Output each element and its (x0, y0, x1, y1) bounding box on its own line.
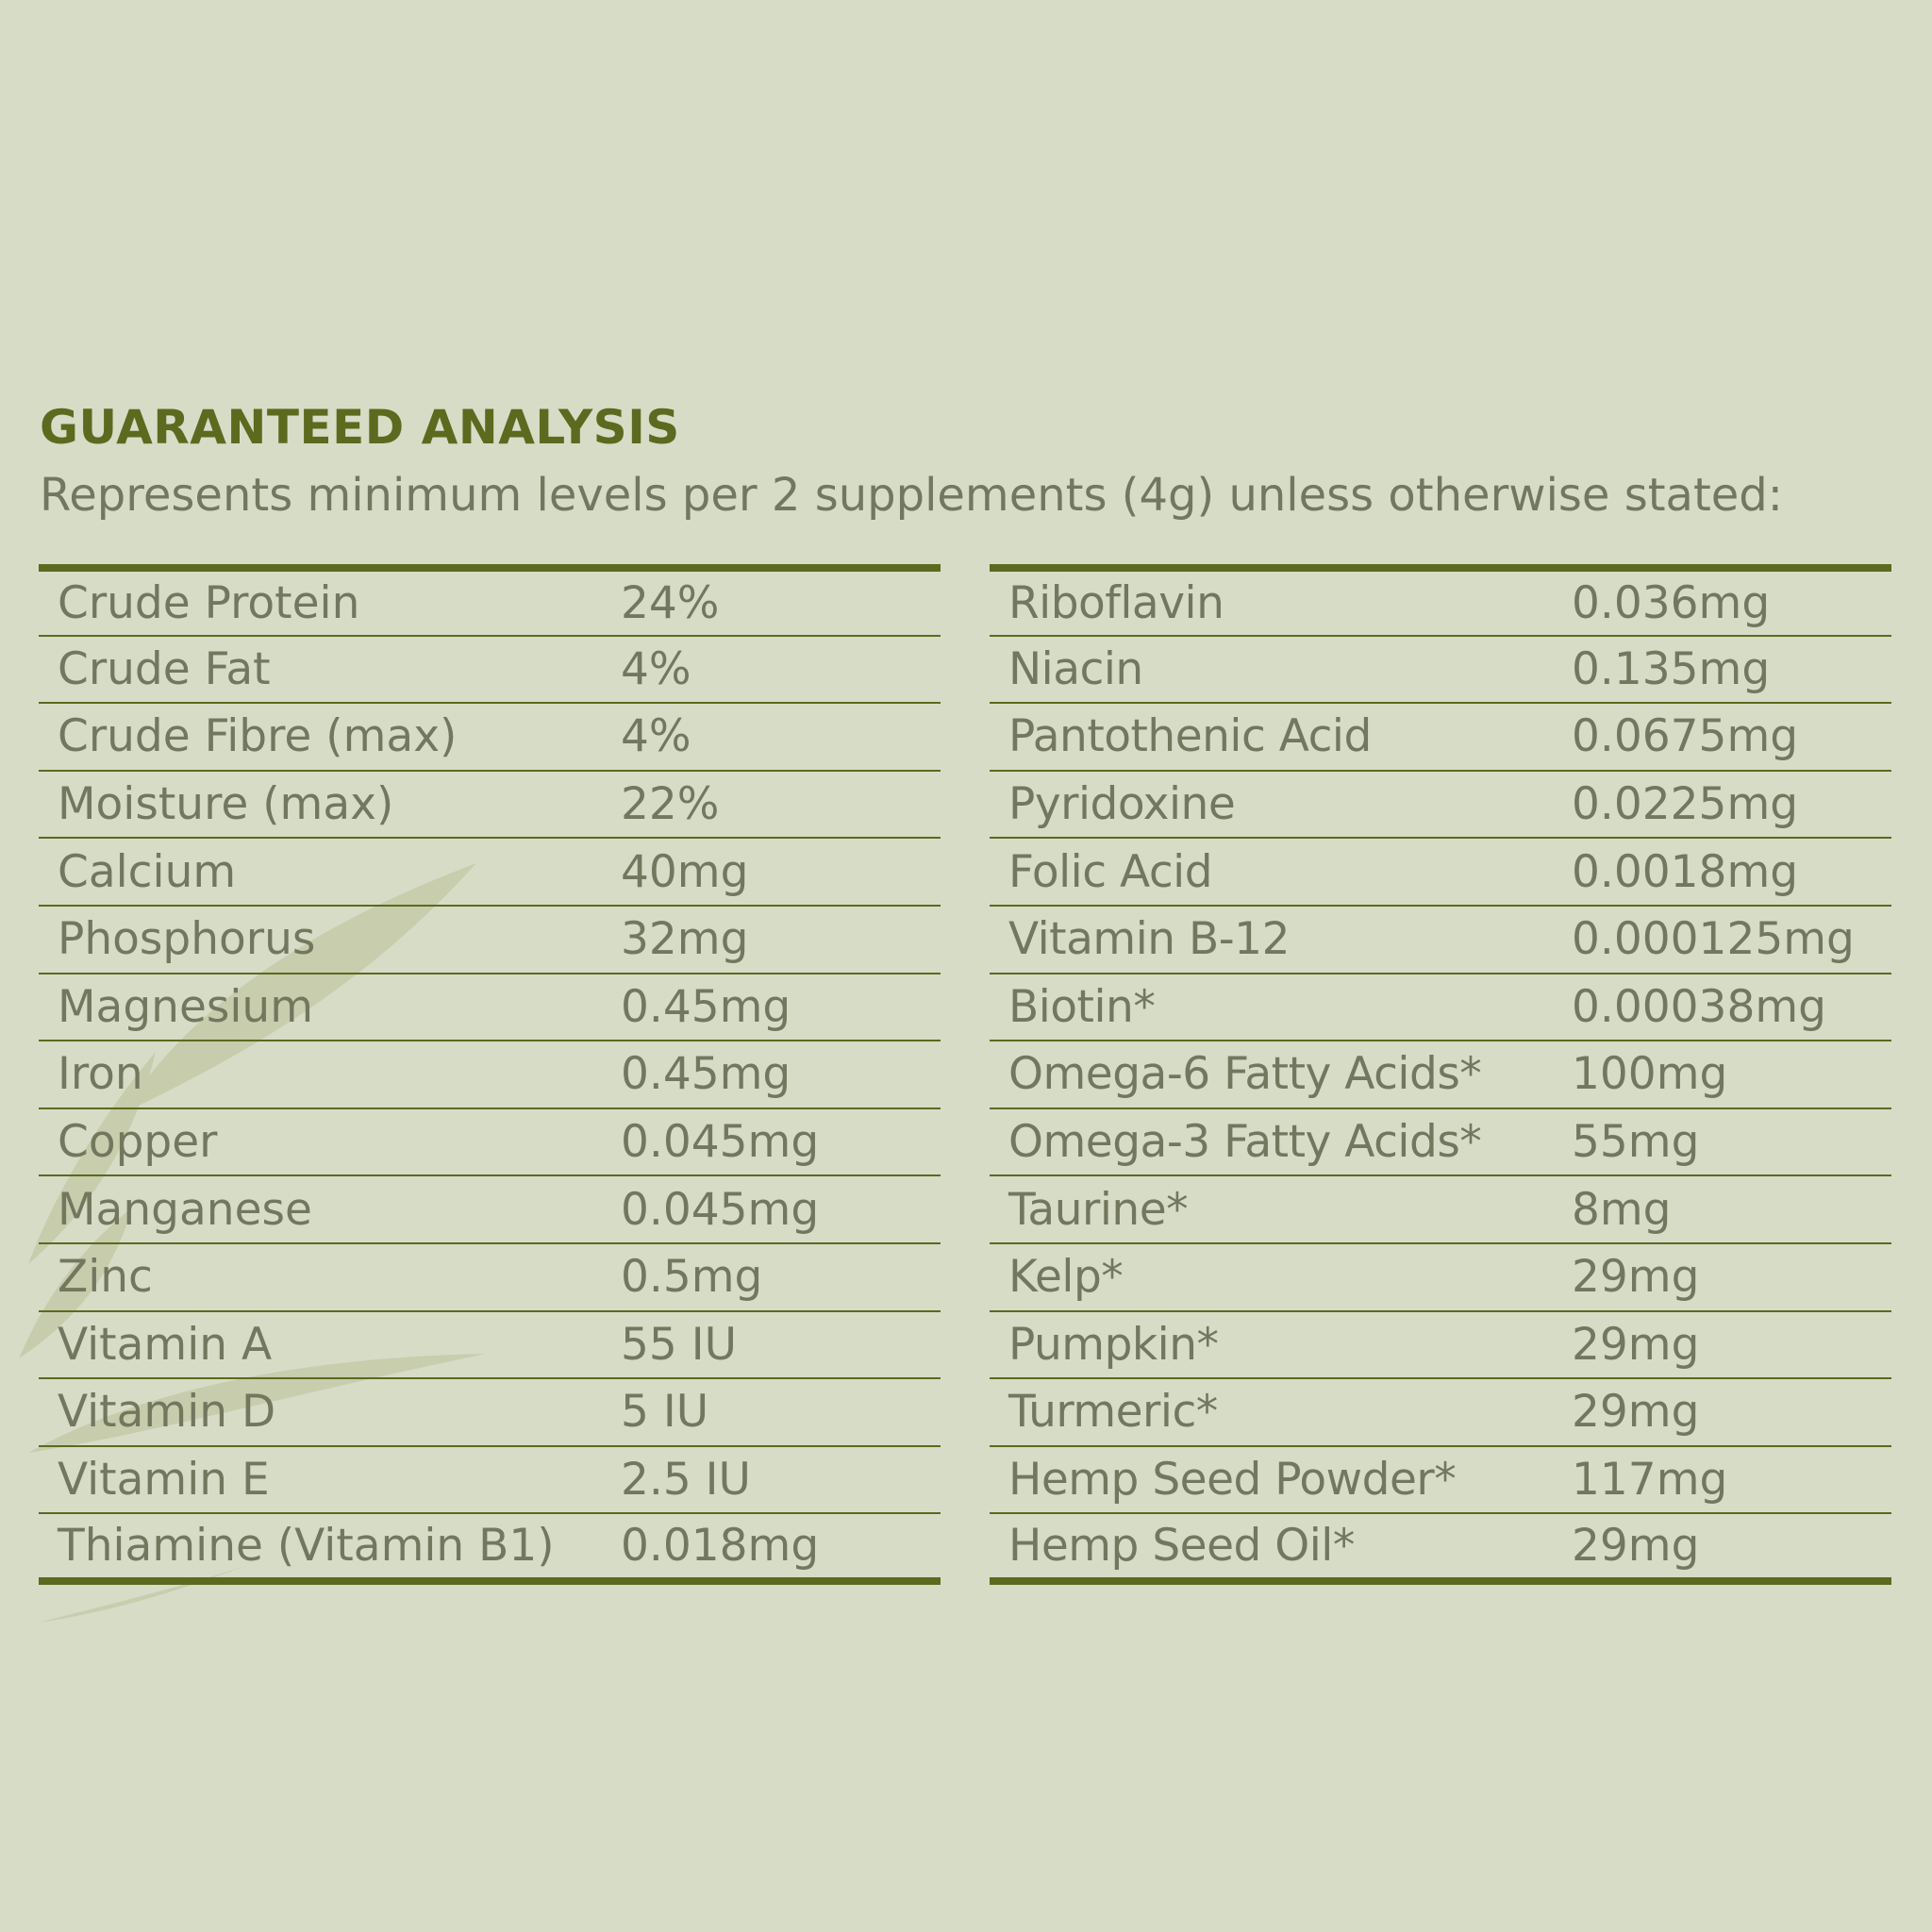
nutrient-name: Crude Protein (58, 576, 360, 629)
table-row: Pyridoxine 0.0225mg (990, 769, 1891, 839)
nutrient-value: 24% (621, 576, 720, 629)
nutrient-value: 55mg (1572, 1107, 1891, 1176)
nutrient-name: Calcium (39, 837, 621, 906)
nutrient-value: 4% (621, 702, 941, 771)
page-subtitle: Represents minimum levels per 2 suppleme… (40, 469, 1783, 522)
nutrient-value: 22% (621, 769, 941, 839)
nutrient-name: Omega-3 Fatty Acids* (990, 1107, 1572, 1176)
table-row: Folic Acid 0.0018mg (990, 837, 1891, 906)
table-row: Vitamin B-12 0.000125mg (990, 904, 1891, 974)
nutrient-name: Moisture (max) (39, 769, 621, 839)
nutrient-value: 8mg (1572, 1174, 1891, 1243)
nutrient-name: Vitamin E (39, 1444, 621, 1514)
table-row: Hemp Seed Oil* 29mg (990, 1512, 1891, 1581)
nutrient-name: Crude Fat (39, 634, 621, 704)
nutrient-name: Hemp Seed Oil* (990, 1512, 1572, 1581)
nutrient-value: 2.5 IU (621, 1444, 941, 1514)
nutrient-name: Vitamin D (39, 1377, 621, 1446)
nutrient-value: 55 IU (621, 1309, 941, 1379)
nutrient-value: 40mg (621, 837, 941, 906)
nutrient-value: 4% (621, 634, 941, 704)
nutrient-value: 0.045mg (621, 1174, 941, 1243)
nutrient-name: Hemp Seed Powder* (990, 1444, 1572, 1514)
nutrient-name: Riboflavin (1008, 576, 1224, 629)
nutrient-value: 0.0018mg (1572, 837, 1891, 906)
nutrient-name: Pantothenic Acid (990, 702, 1572, 771)
table-row: Crude Protein 24% (39, 568, 941, 636)
nutrient-name: Kelp* (990, 1241, 1572, 1311)
analysis-table-right: Riboflavin 0.036mg Niacin 0.135mg Pantothe… (990, 564, 1891, 1585)
table-row: Iron 0.45mg (39, 1040, 941, 1108)
table-row: Biotin* 0.00038mg (990, 972, 1891, 1041)
table-row: Taurine* 8mg (990, 1174, 1891, 1243)
nutrient-value: 0.000125mg (1572, 904, 1891, 974)
nutrient-name: Pyridoxine (990, 769, 1572, 839)
nutrient-name: Taurine* (990, 1174, 1572, 1243)
nutrient-value: 100mg (1572, 1040, 1891, 1108)
nutrient-name: Biotin* (990, 972, 1572, 1041)
nutrient-name: Magnesium (39, 972, 621, 1041)
nutrient-value: 0.5mg (621, 1241, 941, 1311)
nutrient-name: Vitamin A (39, 1309, 621, 1379)
nutrient-value: 117mg (1572, 1444, 1891, 1514)
nutrient-name: Manganese (39, 1174, 621, 1243)
nutrient-value: 0.135mg (1572, 634, 1891, 704)
table-row: Copper 0.045mg (39, 1107, 941, 1176)
table-row: Crude Fat 4% (39, 634, 941, 704)
nutrient-value: 0.018mg (621, 1512, 941, 1581)
nutrient-name: Thiamine (Vitamin B1) (39, 1512, 621, 1581)
table-row: Zinc 0.5mg (39, 1241, 941, 1311)
nutrient-value: 0.45mg (621, 1040, 941, 1108)
nutrient-name: Niacin (990, 634, 1572, 704)
nutrient-name: Crude Fibre (max) (39, 702, 621, 771)
table-row: Magnesium 0.45mg (39, 972, 941, 1041)
table-row: Phosphorus 32mg (39, 904, 941, 974)
nutrient-value: 0.0675mg (1572, 702, 1891, 771)
table-row: Moisture (max) 22% (39, 769, 941, 839)
table-row: Kelp* 29mg (990, 1241, 1891, 1311)
table-row: Niacin 0.135mg (990, 634, 1891, 704)
nutrient-value: 5 IU (621, 1377, 941, 1446)
table-row: Crude Fibre (max) 4% (39, 702, 941, 771)
nutrient-name: Pumpkin* (990, 1309, 1572, 1379)
table-row: Manganese 0.045mg (39, 1174, 941, 1243)
table-row: Pumpkin* 29mg (990, 1309, 1891, 1379)
nutrient-value: 0.0225mg (1572, 769, 1891, 839)
nutrient-value: 29mg (1572, 1241, 1891, 1311)
table-row: Vitamin A 55 IU (39, 1309, 941, 1379)
nutrient-value: 0.45mg (621, 972, 941, 1041)
nutrient-name: Turmeric* (990, 1377, 1572, 1446)
nutrient-value: 0.036mg (1572, 576, 1771, 629)
table-row: Omega-6 Fatty Acids* 100mg (990, 1040, 1891, 1108)
nutrient-name: Phosphorus (39, 904, 621, 974)
table-row: Riboflavin 0.036mg (990, 568, 1891, 636)
table-row: Pantothenic Acid 0.0675mg (990, 702, 1891, 771)
nutrient-value: 0.045mg (621, 1107, 941, 1176)
table-row: Hemp Seed Powder* 117mg (990, 1444, 1891, 1514)
nutrient-value: 0.00038mg (1572, 972, 1891, 1041)
table-row: Omega-3 Fatty Acids* 55mg (990, 1107, 1891, 1176)
nutrient-name: Folic Acid (990, 837, 1572, 906)
table-row: Vitamin E 2.5 IU (39, 1444, 941, 1514)
nutrient-name: Copper (39, 1107, 621, 1176)
nutrient-value: 32mg (621, 904, 941, 974)
nutrient-name: Omega-6 Fatty Acids* (990, 1040, 1572, 1108)
nutrient-name: Vitamin B-12 (990, 904, 1572, 974)
nutrient-value: 29mg (1572, 1309, 1891, 1379)
nutrient-value: 29mg (1572, 1377, 1891, 1446)
analysis-table-left: Crude Protein 24% Crude Fat 4% Crude Fibre… (39, 564, 941, 1585)
table-row: Turmeric* 29mg (990, 1377, 1891, 1446)
table-row: Calcium 40mg (39, 837, 941, 906)
nutrient-name: Iron (39, 1040, 621, 1108)
nutrient-name: Zinc (39, 1241, 621, 1311)
nutrient-value: 29mg (1572, 1512, 1891, 1581)
table-row: Thiamine (Vitamin B1) 0.018mg (39, 1512, 941, 1581)
page-title: GUARANTEED ANALYSIS (40, 400, 680, 455)
